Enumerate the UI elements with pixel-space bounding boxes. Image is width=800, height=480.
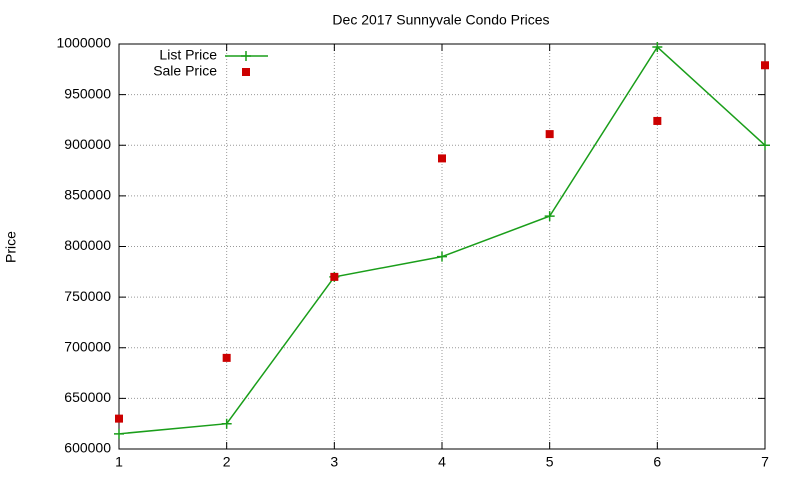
- point: [653, 116, 662, 125]
- point: [760, 140, 770, 151]
- y-axis-label: Price: [3, 231, 19, 263]
- legend-label: Sale Price: [153, 63, 217, 79]
- x-tick-label: 2: [223, 454, 231, 470]
- x-tick-label: 7: [761, 454, 769, 470]
- y-tick-label: 1000000: [56, 35, 111, 51]
- point: [545, 130, 554, 139]
- x-tick-label: 5: [546, 454, 554, 470]
- point: [221, 418, 232, 429]
- y-tick-label: 850000: [64, 187, 111, 203]
- x-tick-label: 3: [330, 454, 338, 470]
- x-tick-label: 6: [653, 454, 661, 470]
- point: [330, 272, 339, 281]
- point: [242, 68, 250, 76]
- y-tick-label: 600000: [64, 440, 111, 456]
- y-tick-label: 750000: [64, 288, 111, 304]
- plot-frame: [118, 43, 766, 450]
- y-tick-label: 950000: [64, 85, 111, 101]
- y-tick-label: 700000: [64, 338, 111, 354]
- legend-label: List Price: [159, 47, 217, 63]
- point: [114, 428, 124, 439]
- point: [761, 61, 769, 70]
- x-tick-label: 1: [115, 454, 123, 470]
- point: [652, 42, 663, 53]
- point: [437, 251, 447, 262]
- point: [222, 353, 231, 362]
- point: [438, 154, 446, 163]
- chart-title: Dec 2017 Sunnyvale Condo Prices: [332, 12, 549, 28]
- point: [115, 414, 123, 423]
- y-tick-label: 800000: [64, 237, 111, 253]
- point: [544, 211, 555, 222]
- series-line: [118, 45, 766, 435]
- x-tick-label: 4: [438, 454, 446, 470]
- point: [241, 51, 251, 61]
- y-tick-label: 900000: [64, 136, 111, 152]
- y-tick-label: 650000: [64, 389, 111, 405]
